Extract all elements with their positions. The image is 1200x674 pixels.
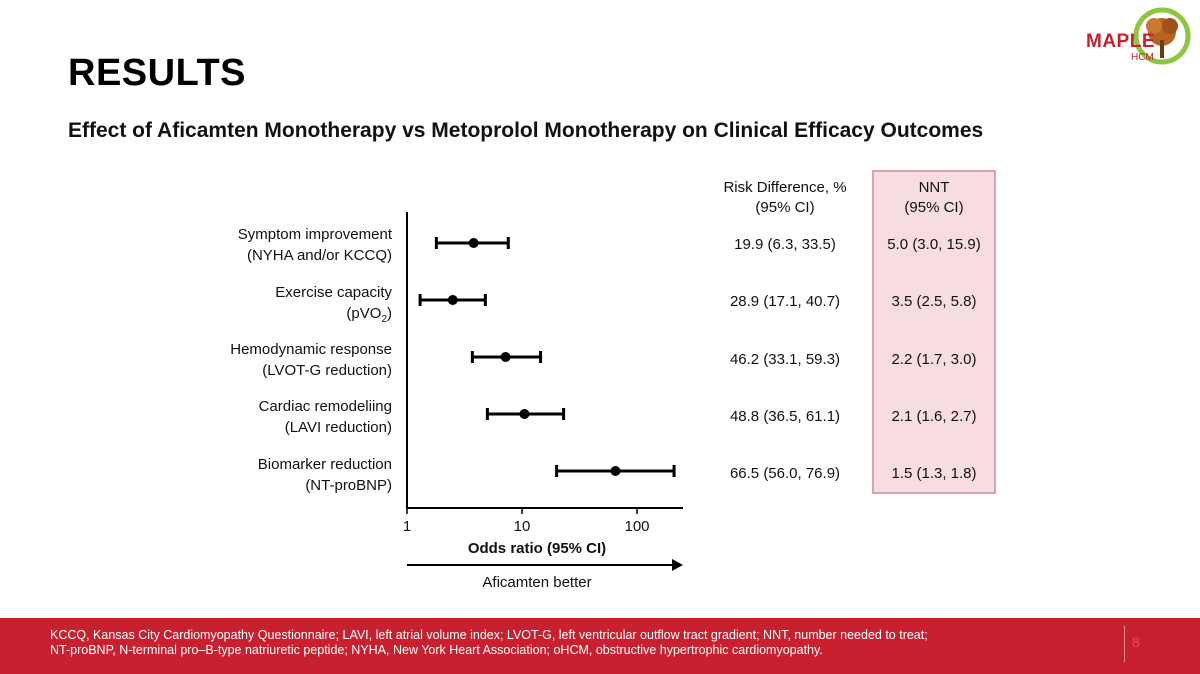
x-tick-label: 1 — [403, 518, 411, 535]
odds-ratio-point — [610, 466, 621, 476]
nnt-column-highlight — [872, 170, 996, 494]
footnote-line2: NT-proBNP, N-terminal pro–B-type natriur… — [50, 643, 823, 657]
nnt-value: 1.5 (1.3, 1.8) — [891, 465, 977, 482]
risk-difference-header-line1: Risk Difference, % — [723, 179, 847, 196]
outcome-label-hemodynamic: Hemodynamic response (LVOT-G reduction) — [192, 339, 392, 381]
outcome-label-line1: Biomarker reduction — [257, 456, 392, 473]
logo-wordmark: MAPLE — [1086, 31, 1155, 52]
odds-ratio-point — [468, 238, 479, 248]
footer-divider — [1124, 626, 1125, 662]
risk-difference-value: 28.9 (17.1, 40.7) — [729, 293, 841, 310]
outcome-label-line2: (LAVI reduction) — [284, 419, 392, 436]
nnt-header: NNT (95% CI) — [872, 178, 996, 218]
outcome-label-line2: (NT-proBNP) — [305, 477, 392, 494]
outcome-label-line1: Exercise capacity — [275, 284, 392, 301]
odds-ratio-point — [447, 295, 458, 305]
nnt-header-line1: NNT — [918, 179, 950, 196]
outcome-label-line2: (LVOT-G reduction) — [262, 362, 392, 379]
direction-arrow-icon — [672, 559, 683, 571]
nnt-value: 2.2 (1.7, 3.0) — [891, 351, 977, 368]
maple-tree-logo-icon — [1133, 7, 1191, 65]
risk-difference-header-line2: (95% CI) — [755, 199, 815, 216]
odds-ratio-point — [519, 409, 530, 419]
direction-label: Aficamten better — [482, 574, 591, 591]
outcome-label-biomarker: Biomarker reduction (NT-proBNP) — [192, 454, 392, 496]
outcome-label-remodeling: Cardiac remodeliing (LAVI reduction) — [192, 396, 392, 438]
nnt-value: 2.1 (1.6, 2.7) — [891, 408, 977, 425]
nnt-value: 3.5 (2.5, 5.8) — [891, 293, 977, 310]
risk-difference-value: 66.5 (56.0, 76.9) — [729, 465, 841, 482]
footer-bar — [0, 618, 1200, 674]
risk-difference-header: Risk Difference, % (95% CI) — [700, 178, 870, 218]
outcome-label-line2: (NYHA and/or KCCQ) — [246, 247, 392, 264]
odds-ratio-point — [500, 352, 511, 362]
footnote-line1: KCCQ, Kansas City Cardiomyopathy Questio… — [50, 628, 928, 642]
forest-plot: 1 10 100 Odds ratio (95% CI) Aficamten bette… — [403, 212, 683, 591]
risk-difference-value: 48.8 (36.5, 61.1) — [729, 408, 841, 425]
risk-difference-value: 46.2 (33.1, 59.3) — [729, 351, 841, 368]
x-tick-label: 10 — [514, 518, 531, 535]
outcome-label-line1: Cardiac remodeliing — [258, 398, 392, 415]
page-number: 8 — [1132, 634, 1140, 650]
outcome-label-exercise: Exercise capacity (pVO2) — [192, 282, 392, 330]
x-tick-label: 100 — [624, 518, 649, 535]
risk-difference-value: 19.9 (6.3, 33.5) — [734, 236, 836, 253]
footnote: KCCQ, Kansas City Cardiomyopathy Questio… — [50, 628, 1050, 658]
outcome-label-line2: (pVO2) — [346, 305, 392, 325]
outcome-label-line1: Symptom improvement — [237, 226, 392, 243]
nnt-header-line2: (95% CI) — [904, 199, 964, 216]
slide-subtitle: Effect of Aficamten Monotherapy vs Metop… — [68, 119, 984, 142]
nnt-value: 5.0 (3.0, 15.9) — [887, 236, 981, 253]
outcome-label-symptom: Symptom improvement (NYHA and/or KCCQ) — [192, 224, 392, 266]
outcome-label-line1: Hemodynamic response — [230, 341, 392, 358]
logo-subtext: HCM — [1131, 52, 1154, 63]
slide-title: RESULTS — [68, 52, 247, 94]
x-axis-title: Odds ratio (95% CI) — [468, 540, 606, 557]
